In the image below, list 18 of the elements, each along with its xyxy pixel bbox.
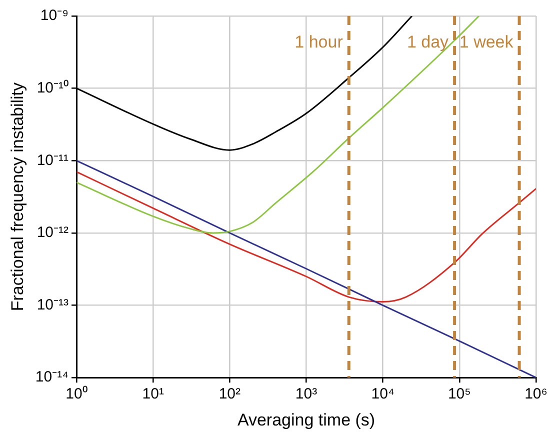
- y-tick-label: 10⁻⁹: [40, 7, 69, 24]
- y-tick-label: 10⁻¹¹: [36, 152, 69, 169]
- ref-line-label: 1 day: [406, 32, 450, 52]
- y-tick-label: 10⁻¹⁴: [35, 368, 69, 386]
- x-tick-label: 10⁶: [524, 386, 548, 403]
- y-axis-title: Fractional frequency instability: [8, 82, 27, 312]
- ref-line-label: 1 week: [459, 32, 514, 52]
- y-tick-label: 10⁻¹²: [36, 224, 69, 242]
- x-tick-label: 10³: [295, 386, 318, 403]
- x-tick-label: 10⁵: [448, 386, 471, 403]
- x-tick-label: 10¹: [142, 386, 164, 403]
- x-axis-title: Averaging time (s): [237, 410, 376, 430]
- ref-line-label: 1 hour: [294, 32, 344, 52]
- x-tick-label: 10²: [218, 386, 241, 403]
- y-tick-label: 10⁻¹⁰: [36, 79, 69, 96]
- x-tick-label: 10⁰: [66, 386, 88, 403]
- x-tick-label: 10⁴: [371, 386, 394, 403]
- y-tick-label: 10⁻¹³: [36, 296, 69, 314]
